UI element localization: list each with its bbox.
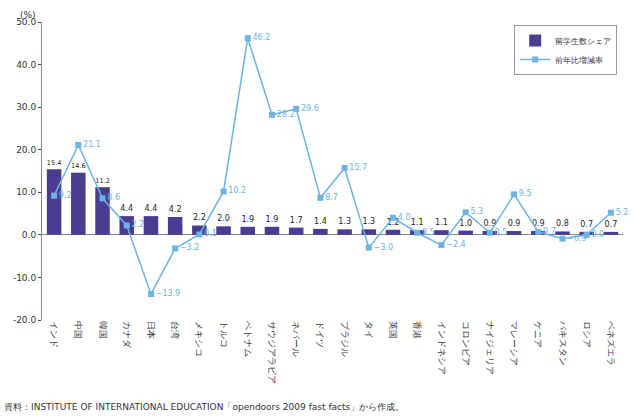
- svg-text:サウジアラビア: サウジアラビア: [267, 321, 277, 384]
- svg-text:2.2: 2.2: [193, 213, 206, 222]
- svg-text:1.0: 1.0: [459, 219, 472, 228]
- svg-text:1.3: 1.3: [338, 217, 351, 226]
- svg-text:コロンビア: コロンビア: [461, 321, 471, 366]
- svg-text:15.7: 15.7: [349, 163, 367, 172]
- svg-text:1.4: 1.4: [314, 217, 327, 226]
- svg-text:0.0: 0.0: [591, 230, 604, 239]
- svg-text:1.9: 1.9: [241, 215, 254, 224]
- svg-text:ドイツ: ドイツ: [315, 321, 325, 348]
- svg-text:0.9: 0.9: [532, 219, 545, 228]
- svg-text:4.4: 4.4: [145, 204, 158, 213]
- svg-text:−3.0: −3.0: [374, 243, 393, 252]
- svg-text:(%): (%): [20, 10, 36, 20]
- svg-text:ベネズエラ: ベネズエラ: [606, 321, 616, 366]
- svg-text:台湾: 台湾: [170, 321, 180, 339]
- svg-text:5.3: 5.3: [470, 207, 483, 216]
- svg-text:−3.2: −3.2: [180, 243, 199, 252]
- svg-text:ベトナム: ベトナム: [243, 321, 253, 357]
- svg-text:2.0: 2.0: [217, 214, 230, 223]
- svg-text:-20.0: -20.0: [13, 315, 37, 325]
- svg-text:−2.4: −2.4: [446, 240, 465, 249]
- svg-text:0.7: 0.7: [543, 227, 556, 236]
- svg-text:21.1: 21.1: [83, 140, 101, 149]
- svg-text:0.1: 0.1: [204, 229, 217, 238]
- svg-text:中国: 中国: [73, 321, 83, 339]
- svg-text:4.2: 4.2: [169, 205, 182, 214]
- svg-text:4.0: 4.0: [398, 213, 411, 222]
- svg-text:留学生数シェア: 留学生数シェア: [555, 37, 611, 46]
- svg-text:1.1: 1.1: [435, 218, 448, 227]
- svg-text:香港: 香港: [412, 321, 422, 339]
- svg-text:29.6: 29.6: [301, 104, 319, 113]
- svg-text:0.5: 0.5: [422, 228, 435, 237]
- svg-text:−0.9: −0.9: [567, 234, 586, 243]
- svg-text:20.0: 20.0: [16, 145, 36, 155]
- svg-text:ロシア: ロシア: [582, 321, 592, 348]
- svg-text:トルコ: トルコ: [219, 321, 229, 348]
- svg-text:1.9: 1.9: [266, 215, 279, 224]
- svg-text:10.2: 10.2: [228, 186, 246, 195]
- svg-text:カナダ: カナダ: [122, 321, 132, 349]
- svg-text:0.5: 0.5: [495, 228, 508, 237]
- svg-text:ナイジェリア: ナイジェリア: [485, 321, 495, 375]
- svg-text:韓国: 韓国: [98, 321, 108, 339]
- svg-text:1.3: 1.3: [362, 217, 375, 226]
- svg-text:インド: インド: [49, 321, 59, 348]
- svg-text:8.7: 8.7: [325, 193, 338, 202]
- svg-text:15.4: 15.4: [47, 159, 62, 167]
- svg-text:資料：INSTITUTE OF INTERNATIONAL: 資料：INSTITUTE OF INTERNATIONAL EDUCATION「…: [4, 402, 404, 412]
- svg-text:1.2: 1.2: [387, 218, 400, 227]
- svg-text:0.9: 0.9: [508, 219, 521, 228]
- svg-text:11.2: 11.2: [95, 177, 110, 185]
- svg-text:0.7: 0.7: [605, 220, 618, 229]
- svg-text:1.7: 1.7: [290, 216, 303, 225]
- svg-text:マレーシア: マレーシア: [509, 321, 519, 366]
- svg-text:0.8: 0.8: [556, 219, 569, 228]
- svg-text:9.2: 9.2: [59, 191, 72, 200]
- svg-text:0.9: 0.9: [483, 219, 496, 228]
- svg-text:タイ: タイ: [364, 321, 374, 339]
- svg-text:8.6: 8.6: [107, 193, 120, 202]
- svg-text:インドネシア: インドネシア: [437, 321, 447, 375]
- svg-text:0.7: 0.7: [580, 220, 593, 229]
- svg-text:28.2: 28.2: [277, 110, 295, 119]
- svg-text:2.2: 2.2: [131, 220, 144, 229]
- svg-text:10.0: 10.0: [16, 187, 36, 197]
- svg-text:ブラジル: ブラジル: [340, 321, 350, 357]
- svg-text:46.2: 46.2: [253, 33, 271, 42]
- svg-text:40.0: 40.0: [16, 60, 36, 70]
- svg-text:4.4: 4.4: [120, 204, 133, 213]
- svg-text:1.1: 1.1: [411, 218, 424, 227]
- svg-text:−13.9: −13.9: [156, 289, 181, 298]
- svg-text:ケニア: ケニア: [533, 321, 543, 348]
- svg-text:0.0: 0.0: [22, 230, 37, 240]
- svg-text:前年比増減率: 前年比増減率: [555, 56, 603, 65]
- svg-text:50.0: 50.0: [16, 17, 36, 27]
- svg-text:14.6: 14.6: [71, 162, 86, 170]
- svg-text:パキスタン: パキスタン: [558, 320, 568, 366]
- svg-text:-10.0: -10.0: [13, 273, 37, 283]
- svg-text:英国: 英国: [388, 321, 398, 339]
- svg-text:9.5: 9.5: [519, 189, 532, 198]
- svg-text:30.0: 30.0: [16, 102, 36, 112]
- svg-text:日本: 日本: [146, 321, 156, 339]
- svg-text:メキシコ: メキシコ: [194, 321, 204, 357]
- svg-text:ネパール: ネパール: [291, 321, 301, 357]
- svg-text:5.2: 5.2: [616, 208, 629, 217]
